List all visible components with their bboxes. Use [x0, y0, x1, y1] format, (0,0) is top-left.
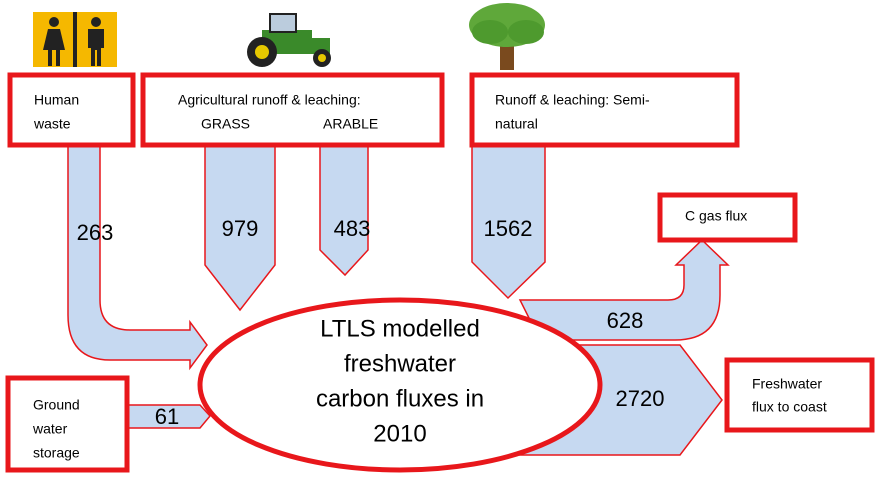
- center-text: freshwater: [344, 350, 456, 377]
- center-text: LTLS modelled: [320, 315, 480, 342]
- tractor-icon: [247, 14, 331, 67]
- flow-value: 979: [222, 216, 259, 241]
- flow-arrow: [320, 145, 368, 275]
- flow-value: 61: [155, 404, 179, 429]
- flow-value: 263: [77, 220, 114, 245]
- node-label: ARABLE: [323, 116, 378, 132]
- node-label: Human: [34, 92, 79, 108]
- node-label: flux to coast: [752, 399, 827, 415]
- node-label: C gas flux: [685, 208, 747, 224]
- node-box: [727, 360, 872, 430]
- center-text: 2010: [373, 420, 426, 447]
- node-box: [10, 75, 133, 145]
- flow-arrow: [68, 145, 207, 368]
- node-label: Freshwater: [752, 376, 822, 392]
- node-label: Ground: [33, 397, 80, 413]
- node-label: waste: [33, 116, 71, 132]
- flow-value: 2720: [616, 386, 665, 411]
- flow-value: 1562: [484, 216, 533, 241]
- flow-value: 483: [334, 216, 371, 241]
- node-label: storage: [33, 445, 80, 461]
- node-label: Agricultural runoff & leaching:: [178, 92, 361, 108]
- node-label: Runoff & leaching: Semi-: [495, 92, 650, 108]
- toilet-icon: [33, 12, 117, 67]
- node-label: natural: [495, 116, 538, 132]
- node-box: [143, 75, 442, 145]
- node-box: [472, 75, 737, 145]
- tree-icon: [469, 3, 545, 70]
- diagram: LTLS modelled freshwater carbon fluxes i…: [0, 0, 878, 479]
- node-label: water: [32, 421, 68, 437]
- flow-value: 628: [607, 308, 644, 333]
- center-text: carbon fluxes in: [316, 385, 484, 412]
- node-label: GRASS: [201, 116, 250, 132]
